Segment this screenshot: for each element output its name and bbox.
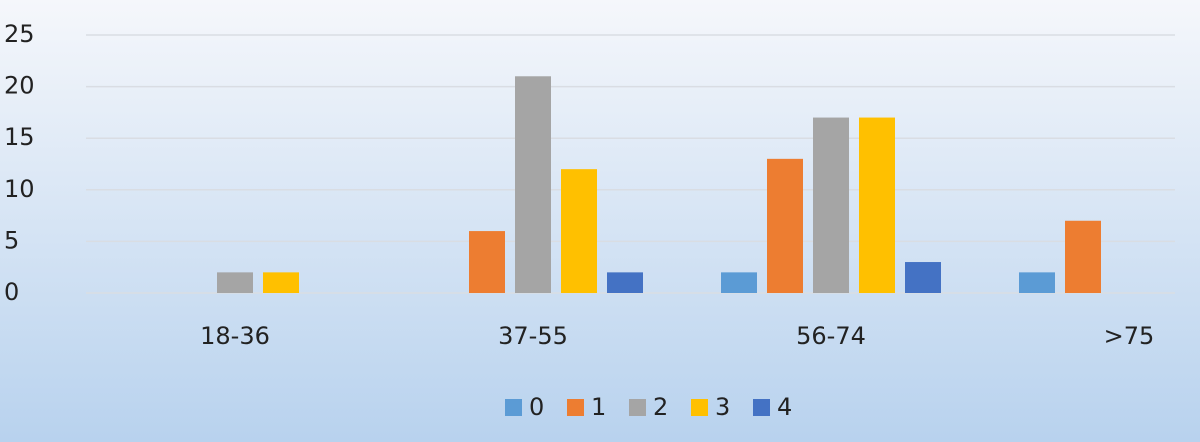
bar [813, 117, 849, 293]
x-tick-label: 37-55 [498, 322, 568, 350]
bar [721, 272, 757, 293]
y-tick-label: 25 [4, 20, 35, 48]
bar [905, 262, 941, 293]
bar [767, 158, 803, 293]
bar [607, 272, 643, 293]
legend-label: 4 [777, 393, 792, 421]
bar [859, 117, 895, 293]
bar [217, 272, 253, 293]
y-tick-label: 10 [4, 175, 35, 203]
legend-swatch [505, 399, 522, 416]
bar [1065, 220, 1101, 293]
legend-swatch [753, 399, 770, 416]
legend-swatch [629, 399, 646, 416]
bar [263, 272, 299, 293]
legend-swatch [691, 399, 708, 416]
y-tick-label: 20 [4, 72, 35, 100]
x-tick-label: 18-36 [200, 322, 270, 350]
legend-label: 2 [653, 393, 668, 421]
legend-label: 3 [715, 393, 730, 421]
bar [515, 76, 551, 293]
y-tick-label: 0 [4, 278, 19, 306]
legend-swatch [567, 399, 584, 416]
legend-label: 1 [591, 393, 606, 421]
bar [561, 169, 597, 293]
bar [1019, 272, 1055, 293]
y-tick-label: 5 [4, 226, 19, 254]
legend-label: 0 [529, 393, 544, 421]
x-tick-label: 56-74 [796, 322, 866, 350]
y-tick-label: 15 [4, 123, 35, 151]
x-tick-label: >75 [1104, 322, 1155, 350]
bar [469, 231, 505, 293]
